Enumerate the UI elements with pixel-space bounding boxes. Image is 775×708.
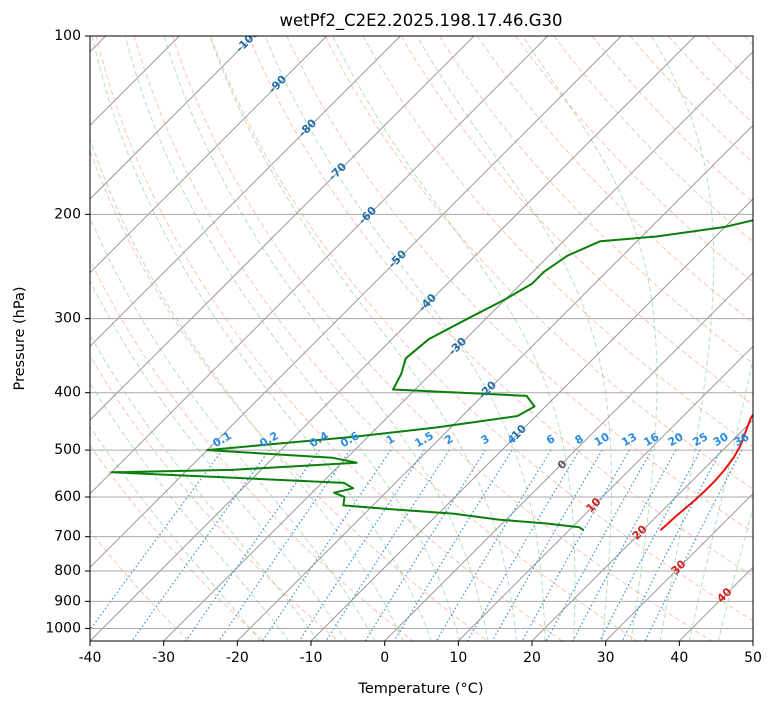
plot-background [90,36,753,641]
moist-adiabat [522,36,658,641]
moist-adiabat [209,36,517,641]
dry-adiabat [95,36,563,641]
mixing-ratio-line [298,449,425,641]
mixing-ratio-line [599,449,702,641]
moist-adiabat [124,36,461,641]
mixing-ratio-line [621,449,722,641]
x-tick-label: 20 [523,650,541,666]
moist-adiabat [90,425,261,641]
mixing-ratio-line [218,449,351,641]
moist-adiabat [650,36,715,641]
y-axis-title: Pressure (hPa) [12,286,28,390]
x-tick-label: 50 [744,650,762,666]
x-tick-label: 10 [449,650,467,666]
y-tick-label: 300 [54,311,81,327]
y-tick-label: 1000 [45,620,81,636]
dry-adiabat [438,36,753,364]
dry-adiabat [171,36,712,641]
dry-adiabat [210,36,753,622]
mixing-ratio-line [521,449,631,641]
moist-adiabat [264,36,546,641]
moist-adiabat [90,137,404,641]
moist-adiabat [688,356,753,641]
isotherm-line [236,124,753,641]
isotherm-line [531,419,753,641]
isotherm-line [384,271,753,641]
mixing-ratio-line [491,449,603,641]
mixing-ratio-line [545,449,653,641]
isotherm-lines [90,36,753,641]
dewpoint-trace [110,219,753,532]
dry-adiabat [90,149,488,641]
isotherm-line [752,640,753,641]
x-axis-title: Temperature (°C) [357,681,483,697]
isotherm-line [90,36,549,495]
x-tick-label: -30 [152,650,175,666]
dry-adiabat [629,36,753,164]
adiabat-lines [90,36,753,641]
plot-frame [89,35,754,642]
mixing-ratio-line [262,449,392,641]
mixing-ratio-line [644,449,743,641]
mixing-ratio-line [90,449,223,631]
dry-adiabat [324,36,753,490]
y-axis-ticks: 100 200 300 400 500 600 700 800 900 1000 [45,28,90,636]
isotherm-line [90,36,475,421]
x-tick-label: -20 [226,650,249,666]
moist-adiabat [90,333,319,641]
y-tick-label: 700 [54,529,81,545]
dry-adiabat [286,36,753,533]
mixing-ratio-line [572,449,677,641]
moist-adiabat [717,505,753,641]
x-tick-label: 0 [380,650,389,666]
isotherm-line [90,36,401,348]
chart-title: wetPf2_C2E2.2025.198.17.46.G30 [279,11,562,31]
mixing-ratio-lines [90,449,743,641]
x-tick-label: -10 [300,650,323,666]
isotherm-line [90,36,622,569]
moist-adiabat [90,279,347,641]
moist-adiabat [416,36,612,641]
dry-adiabat [90,355,339,641]
y-tick-label: 600 [54,489,81,505]
y-tick-label: 500 [54,442,81,458]
x-tick-label: 30 [597,650,615,666]
isotherm-line [90,36,328,274]
y-tick-label: 800 [54,563,81,579]
isotherm-line [90,36,696,641]
moist-adiabat [90,381,290,641]
isotherm-line [310,198,753,641]
temperature-trace [659,412,753,532]
mixing-ratio-line [393,449,513,641]
y-tick-label: 100 [54,28,81,44]
moist-adiabat [332,36,576,641]
mixing-ratio-line [185,449,320,641]
dry-adiabat [400,36,753,406]
x-tick-label: -40 [79,650,102,666]
isotherm-line [605,492,753,641]
y-tick-label: 200 [54,206,81,222]
pressure-gridlines [90,36,753,629]
dry-adiabat [90,530,190,641]
y-tick-label: 900 [54,593,81,609]
moist-adiabat [91,36,432,641]
x-tick-label: 40 [670,650,688,666]
isotherm-line [457,345,753,641]
isotherm-line [163,50,753,641]
dry-adiabat [90,444,264,641]
y-tick-label: 400 [54,385,81,401]
plot-area: -100-90-80-70-60-50-40-30-20-10010203040… [90,36,753,641]
dry-adiabat [515,36,753,283]
profile-series [110,219,753,532]
isotherm-line [90,36,254,200]
dry-adiabat [133,36,638,641]
dry-adiabat [591,36,753,203]
moist-adiabat [90,216,376,641]
moist-adiabat [163,36,489,641]
x-axis-ticks: -40 -30 -20 -10 0 10 20 30 40 50 [79,641,762,666]
